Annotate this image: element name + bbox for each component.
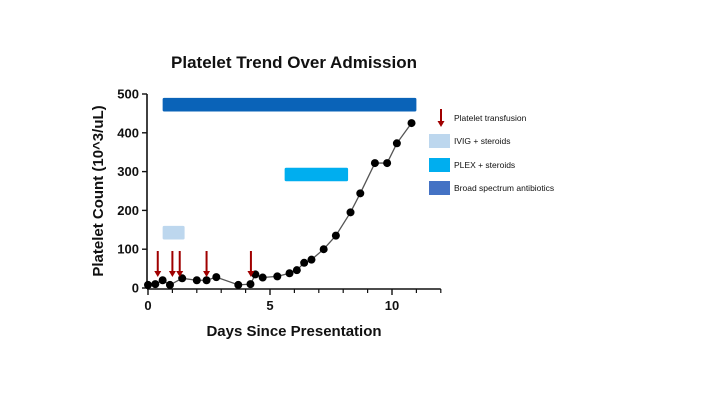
legend-transfusion-arrow-icon — [437, 109, 445, 127]
data-point — [178, 274, 187, 283]
legend-swatch — [429, 181, 450, 195]
data-point — [319, 245, 328, 254]
data-point — [285, 269, 294, 278]
data-point — [273, 272, 282, 281]
data-point — [292, 266, 301, 275]
legend-label: PLEX + steroids — [454, 160, 515, 170]
legend-label: IVIG + steroids — [454, 136, 510, 146]
arrow-head — [247, 271, 255, 277]
arrow-head — [437, 121, 445, 127]
plot-area: 0 100 200 300 400 500 0 5 10 — [117, 87, 442, 313]
data-point — [300, 258, 309, 267]
y-tick-label: 500 — [117, 87, 139, 102]
data-point — [192, 276, 201, 285]
data-point — [356, 189, 365, 198]
y-tick-label: 400 — [117, 125, 139, 140]
chart-title: Platelet Trend Over Admission — [171, 53, 417, 72]
data-point — [346, 208, 355, 217]
data-point — [370, 159, 379, 168]
y-tick-label: 0 — [132, 281, 139, 296]
data-point — [407, 119, 416, 128]
legend-swatch — [429, 134, 450, 148]
data-point — [246, 280, 255, 289]
legend-label: Platelet transfusion — [454, 113, 527, 123]
transfusion-arrow — [154, 251, 162, 277]
x-tick-label: 10 — [385, 298, 399, 313]
data-point — [144, 280, 152, 289]
series-line — [147, 122, 413, 286]
data-point — [151, 280, 160, 289]
data-point — [383, 159, 392, 168]
transfusion-arrow — [168, 251, 176, 277]
x-tick-label: 5 — [266, 298, 273, 313]
x-tick-label: 0 — [144, 298, 151, 313]
data-point — [202, 276, 211, 285]
data-point — [234, 280, 243, 289]
data-point — [212, 273, 221, 282]
legend-label: Broad spectrum antibiotics — [454, 183, 554, 193]
transfusion-arrow — [176, 251, 184, 277]
data-point — [258, 273, 267, 282]
arrow-head — [154, 271, 162, 277]
transfusion-arrow — [203, 251, 211, 277]
legend-swatch — [429, 158, 450, 172]
x-axis-label: Days Since Presentation — [206, 323, 381, 340]
data-point — [307, 255, 316, 264]
data-point — [331, 231, 340, 240]
y-tick-label: 200 — [117, 203, 139, 218]
arrow-head — [203, 271, 211, 277]
treatment-bar-broad-spectrum-antibiotics — [162, 97, 417, 112]
data-point — [158, 276, 167, 285]
y-axis-label: Platelet Count (10^3/uL) — [90, 105, 107, 276]
treatment-bar-plex-steroids — [284, 167, 349, 182]
arrow-head — [176, 271, 184, 277]
arrow-head — [168, 271, 176, 277]
legend: Platelet transfusion IVIG + steroids PLEX … — [429, 109, 554, 195]
treatment-bar-ivig-steroids — [162, 225, 185, 240]
data-point — [165, 280, 174, 289]
y-tick-label: 300 — [117, 164, 139, 179]
data-point — [392, 139, 401, 148]
y-tick-label: 100 — [117, 242, 139, 257]
transfusion-arrow — [247, 251, 255, 277]
